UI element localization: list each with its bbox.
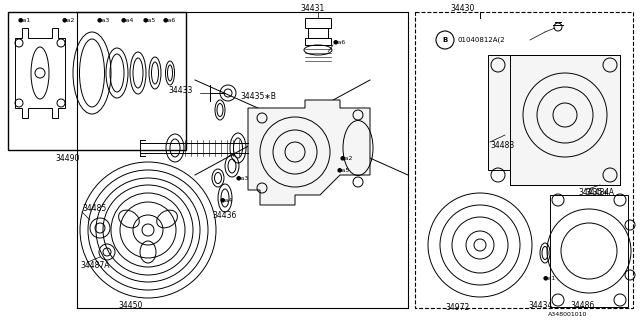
Text: ●a5: ●a5	[143, 18, 156, 22]
Text: ●a6: ●a6	[333, 39, 346, 44]
Text: B: B	[442, 37, 447, 43]
Text: A348001010: A348001010	[548, 311, 588, 316]
Text: 34436: 34436	[212, 211, 236, 220]
Polygon shape	[248, 100, 370, 205]
Text: 34434: 34434	[528, 300, 552, 309]
Text: 01040812A(2: 01040812A(2	[457, 37, 504, 43]
Text: ●a3: ●a3	[97, 18, 110, 22]
Bar	[8, 12, 186, 150]
Text: 34450: 34450	[118, 301, 142, 310]
Bar	[550, 195, 628, 307]
Bar	[510, 55, 620, 185]
Text: ●a4: ●a4	[121, 18, 134, 22]
Text: 34486: 34486	[570, 300, 595, 309]
Text: 34487A: 34487A	[80, 260, 109, 269]
Text: ●a5: ●a5	[337, 167, 350, 172]
Text: ●a6: ●a6	[163, 18, 176, 22]
Text: ●a2: ●a2	[62, 18, 76, 22]
Text: 34430: 34430	[450, 4, 474, 12]
Text: 34484: 34484	[585, 188, 609, 196]
Text: ●a3: ●a3	[236, 175, 250, 180]
Polygon shape	[488, 55, 620, 185]
Text: ●a4: ●a4	[220, 197, 234, 203]
Bar	[415, 12, 633, 308]
Text: ●a1: ●a1	[18, 18, 31, 22]
Text: ●a2: ●a2	[340, 156, 353, 161]
Text: 34485: 34485	[82, 204, 106, 212]
Text: 34435∗A: 34435∗A	[578, 188, 614, 196]
Text: 34972: 34972	[445, 303, 469, 313]
Text: 34431: 34431	[300, 4, 324, 12]
Text: 34490: 34490	[55, 154, 79, 163]
Text: 34433: 34433	[168, 85, 193, 94]
Text: 34435∗B: 34435∗B	[240, 92, 276, 100]
Text: 34483: 34483	[490, 140, 515, 149]
Text: ●a1: ●a1	[543, 276, 556, 281]
